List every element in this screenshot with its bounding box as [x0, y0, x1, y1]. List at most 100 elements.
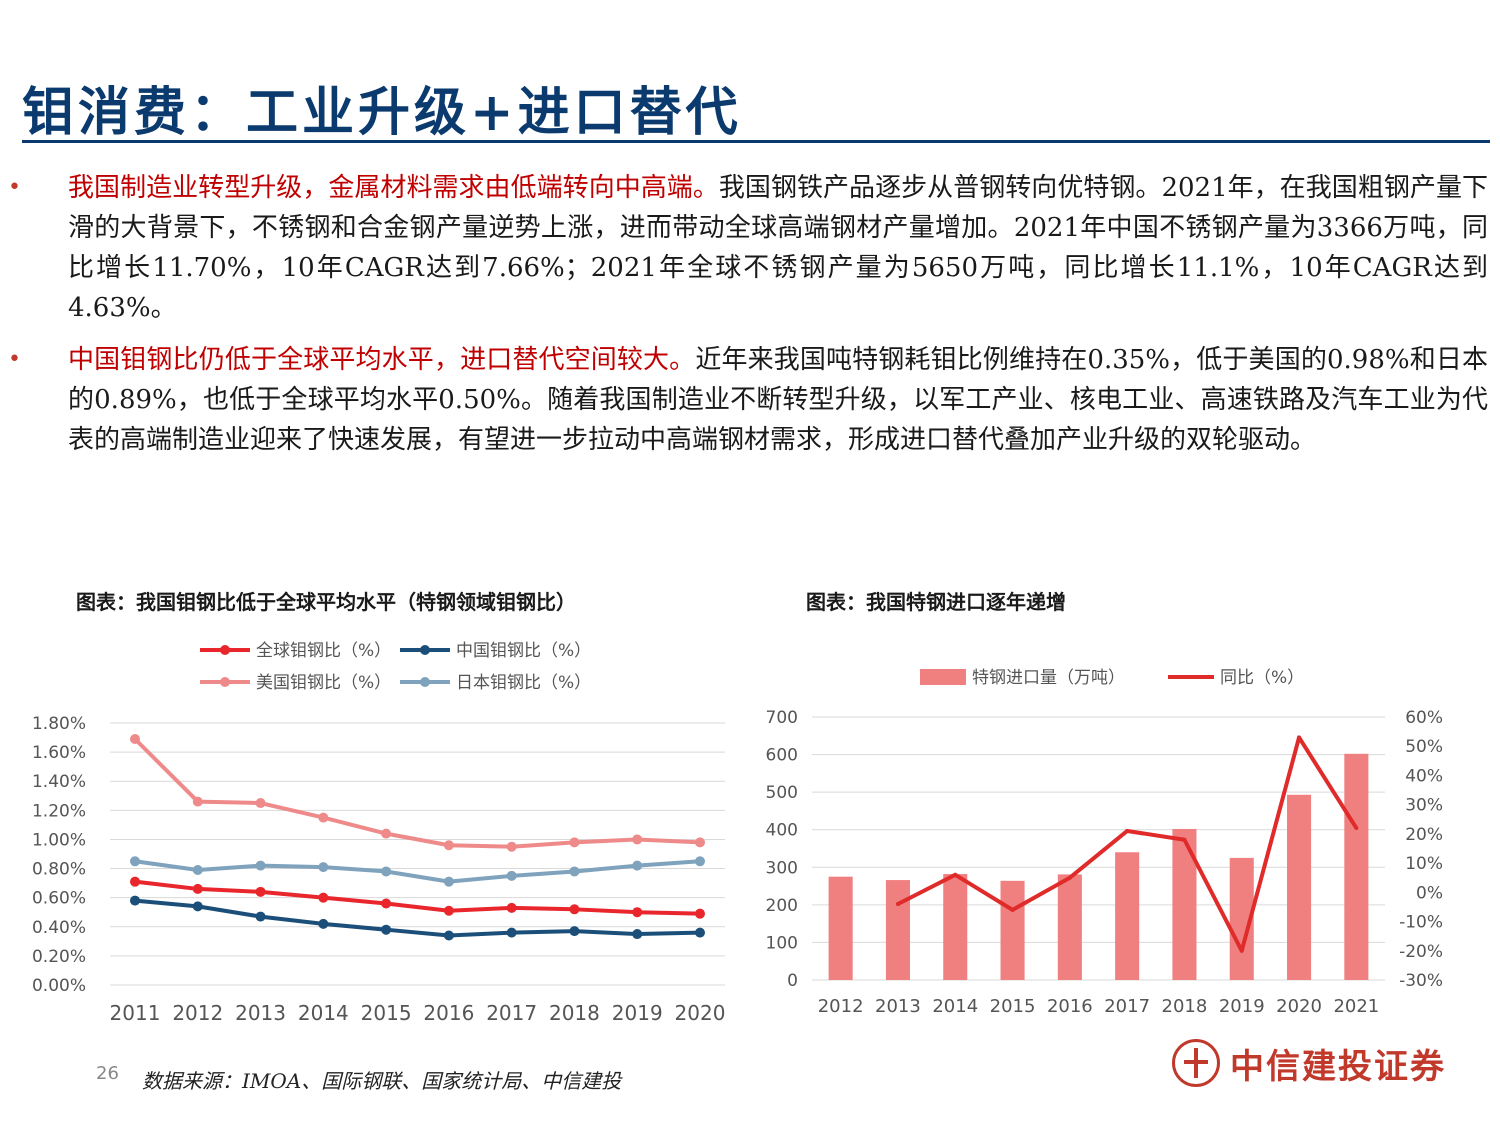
y-tick-label: 1.20%: [32, 801, 86, 821]
data-point: [381, 924, 392, 935]
y-tick-label: 1.40%: [32, 772, 86, 792]
data-point: [632, 929, 643, 940]
x-tick-label: 2015: [361, 1001, 412, 1025]
data-point: [1297, 735, 1302, 740]
series-line: [134, 898, 701, 938]
data-point: [1354, 826, 1359, 831]
data-point: [895, 902, 900, 907]
data-point: [443, 930, 454, 941]
line-chart-molybdenum-ratio: 0.00% 0.20% 0.40% 0.60% 0.80% 1.00% 1.20% 1.40%…: [32, 641, 726, 1025]
x-tick-label: 2013: [235, 1001, 286, 1025]
bullet-text: 近年来我国吨特钢耗钼比例维持在0.35%，低于美国的0.98%和日本的0.89%…: [68, 345, 1488, 455]
y2-tick-label: 60%: [1405, 708, 1443, 728]
y-tick-label: 400: [766, 821, 798, 841]
data-point: [1182, 837, 1187, 842]
data-point: [381, 898, 392, 909]
x-tick-label: 2012: [172, 1001, 223, 1025]
data-point: [255, 860, 266, 871]
legend-marker: [220, 677, 230, 687]
x-tick-label: 2020: [675, 1001, 726, 1025]
y-tick-label: 0.40%: [32, 918, 86, 938]
y-tick-label: 1.80%: [32, 714, 86, 734]
x-tick-label: 2017: [1104, 996, 1150, 1017]
data-point: [506, 902, 517, 913]
data-point: [443, 905, 454, 916]
bullet-paragraph: 我国制造业转型升级，金属材料需求由低端转向中高端。我国钢铁产品逐步从普钢转向优特…: [68, 168, 1488, 328]
y-tick-label: 0.60%: [32, 889, 86, 909]
data-point: [1239, 948, 1244, 953]
legend-marker: [420, 645, 430, 655]
series-line: [133, 737, 701, 849]
data-point: [443, 840, 454, 851]
data-point: [1010, 907, 1015, 912]
bar: [828, 876, 853, 980]
data-point: [192, 796, 203, 807]
y2-tick-label: 40%: [1405, 766, 1443, 786]
slide-title: 钼消费：工业升级+进口替代: [22, 82, 742, 143]
data-point: [695, 908, 705, 919]
bullet-highlight: 我国制造业转型升级，金属材料需求由低端转向中高端。: [68, 173, 719, 203]
legend-swatch: [920, 669, 966, 685]
data-point: [130, 895, 140, 906]
data-point: [130, 856, 140, 867]
bullet-text: 我国钢铁产品逐步从普钢转向优特钢。2021年，在我国粗钢产量下滑的大背景下，不锈…: [68, 173, 1488, 323]
data-point: [953, 872, 958, 877]
chart-title-molybdenum-ratio: 图表：我国钼钢比低于全球平均水平（特钢领域钼钢比）: [76, 590, 576, 614]
data-point: [130, 876, 140, 887]
data-point: [695, 856, 705, 867]
data-point: [130, 734, 140, 745]
series-line: [134, 879, 701, 916]
data-point: [569, 904, 580, 915]
bullet-dot-icon: •: [8, 175, 21, 200]
y-tick-label: 600: [766, 746, 798, 766]
x-tick-label: 2016: [423, 1001, 474, 1025]
x-tick-label: 2012: [818, 996, 864, 1017]
legend-label: 特钢进口量（万吨）: [972, 668, 1125, 688]
y-tick-label: 200: [766, 896, 798, 916]
x-tick-label: 2014: [932, 996, 978, 1017]
bullet-highlight: 中国钼钢比仍低于全球平均水平，进口替代空间较大。: [68, 345, 696, 375]
x-tick-label: 2019: [612, 1001, 663, 1025]
data-point: [1067, 875, 1072, 880]
page-number: 26: [96, 1063, 119, 1084]
y-tick-label: 1.60%: [32, 743, 86, 763]
logo-text: 中信建投证券: [1230, 1047, 1446, 1087]
x-tick-label: 2017: [486, 1001, 537, 1025]
bullet-item: • 我国制造业转型升级，金属材料需求由低端转向中高端。我国钢铁产品逐步从普钢转向…: [8, 168, 1488, 328]
bar: [1115, 852, 1140, 980]
data-point: [255, 798, 266, 809]
y2-tick-label: 20%: [1405, 825, 1443, 845]
x-tick-label: 2019: [1219, 996, 1265, 1017]
data-point: [506, 927, 517, 938]
data-point: [632, 834, 643, 845]
data-point: [1125, 828, 1130, 833]
bullet-item: • 中国钼钢比仍低于全球平均水平，进口替代空间较大。近年来我国吨特钢耗钼比例维持…: [8, 340, 1488, 460]
bullet-paragraph: 中国钼钢比仍低于全球平均水平，进口替代空间较大。近年来我国吨特钢耗钼比例维持在0…: [68, 340, 1488, 460]
logo-mark-icon: [1172, 1039, 1220, 1087]
y2-tick-label: 50%: [1405, 737, 1443, 757]
y-tick-label: 0: [787, 971, 798, 991]
y-tick-label: 300: [766, 858, 798, 878]
data-point: [632, 907, 643, 918]
data-point: [381, 828, 392, 839]
chart-title-special-steel-import: 图表：我国特钢进口逐年递增: [806, 590, 1066, 614]
x-tick-label: 2013: [875, 996, 921, 1017]
bar: [1000, 880, 1025, 980]
y2-tick-label: 30%: [1405, 796, 1443, 816]
data-point: [192, 865, 203, 876]
y-tick-label: 1.00%: [32, 830, 86, 850]
x-tick-label: 2016: [1047, 996, 1093, 1017]
bullet-dot-icon: •: [8, 347, 21, 372]
bar: [943, 874, 968, 980]
y2-tick-label: 0%: [1416, 883, 1443, 903]
data-point: [318, 862, 329, 873]
y2-tick-label: -10%: [1399, 913, 1443, 933]
data-point: [506, 841, 517, 852]
series-line: [134, 859, 701, 884]
data-point: [569, 926, 580, 937]
legend-marker: [220, 645, 230, 655]
data-point: [695, 927, 705, 938]
y-tick-label: 0.00%: [32, 976, 86, 996]
company-logo: 中信建投证券: [1172, 1033, 1472, 1097]
data-point: [255, 911, 266, 922]
